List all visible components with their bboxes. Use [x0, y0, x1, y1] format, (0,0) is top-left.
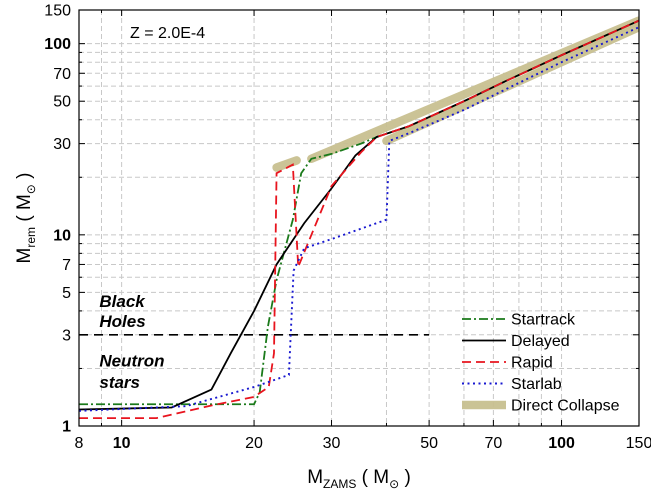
x-axis-label: MZAMS ( M⊙ ) [307, 467, 411, 491]
y-axis-label-close: ) [14, 173, 35, 185]
x-tick-label: 20 [245, 435, 263, 452]
y-axis-label-main: M [14, 248, 35, 264]
y-tick-label: 70 [53, 66, 71, 83]
series-line-direct-collapse [307, 16, 639, 164]
y-tick-label: 1 [62, 419, 71, 436]
y-tick-label: 50 [53, 94, 71, 111]
x-axis-label-open: ( M [356, 467, 389, 488]
labels-layer: 8 10 20 30 50 70 100 150 1 3 5 7 10 30 50 70 100 150 Black… [44, 3, 651, 453]
legend-label-delayed: Delayed [511, 333, 570, 350]
x-tick-label: 30 [323, 435, 341, 452]
y-axis-label: Mrem ( M⊙ ) [14, 173, 38, 264]
series-layer [79, 16, 639, 419]
y-tick-label: 10 [53, 227, 71, 244]
region-label: stars [99, 373, 140, 392]
y-tick-label: 100 [44, 36, 71, 53]
x-axis-label-close: ) [399, 467, 411, 488]
series-line-delayed [79, 19, 639, 411]
x-tick-label: 70 [484, 435, 502, 452]
legend-label-starlab: Starlab [511, 376, 562, 393]
x-tick-label: 100 [548, 435, 575, 452]
region-label: Holes [99, 312, 145, 331]
y-axis-label-sub: rem [24, 227, 38, 248]
region-label: Black [99, 292, 146, 311]
y-tick-label: 5 [62, 285, 71, 302]
legend-label-direct-collapse: Direct Collapse [511, 398, 620, 415]
legend-label-rapid: Rapid [511, 355, 553, 372]
grid-layer [79, 10, 639, 426]
ticks-layer [78, 9, 640, 427]
region-label: Neutron [99, 351, 164, 370]
svg-text:MZAMS ( M⊙ ): MZAMS ( M⊙ ) [307, 467, 411, 491]
y-axis-label-sun: ⊙ [24, 184, 38, 194]
x-tick-label: 150 [626, 435, 651, 452]
y-axis-label-open: ( M [14, 194, 35, 227]
series-line-rapid [79, 19, 639, 419]
svg-text:Mrem ( M⊙ ): Mrem ( M⊙ ) [14, 173, 38, 264]
legend: Startrack Delayed Rapid Starlab Direct Colla… [462, 312, 620, 415]
plot-background [79, 10, 639, 426]
y-tick-label: 7 [62, 257, 71, 274]
plot-frame [78, 9, 640, 427]
metallicity-annotation: Z = 2.0E-4 [130, 25, 205, 42]
x-axis-label-sub: ZAMS [323, 477, 356, 491]
series-line-direct-collapse [272, 156, 301, 172]
x-tick-label: 50 [420, 435, 438, 452]
series-line-starlab [79, 26, 639, 412]
x-axis-label-sun: ⊙ [389, 477, 399, 491]
x-axis-label-main: M [307, 467, 323, 488]
legend-label-startrack: Startrack [511, 312, 576, 329]
x-tick-label: 8 [75, 435, 84, 452]
y-tick-label: 30 [53, 136, 71, 153]
x-tick-label: 10 [113, 435, 131, 452]
y-tick-label: 3 [62, 327, 71, 344]
y-tick-label: 150 [44, 3, 71, 20]
